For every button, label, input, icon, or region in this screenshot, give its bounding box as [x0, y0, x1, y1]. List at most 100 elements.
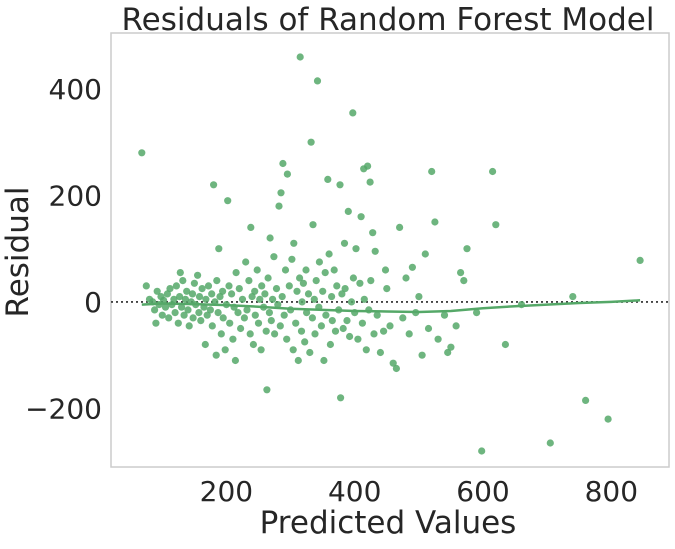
residual-point [188, 290, 197, 298]
residual-point [415, 293, 423, 301]
residual-point [261, 290, 269, 298]
residual-point [229, 335, 237, 343]
residual-point [210, 181, 218, 189]
residual-point [434, 335, 442, 343]
residual-point [376, 348, 384, 357]
residual-point [444, 348, 452, 357]
residual-point [194, 271, 202, 279]
residual-point [247, 223, 255, 231]
residual-point [381, 266, 390, 274]
residual-point [346, 332, 354, 341]
residual-point [138, 149, 146, 157]
residual-point [362, 346, 370, 354]
residual-point [285, 282, 293, 290]
residual-point [320, 356, 328, 365]
residual-point [271, 330, 279, 338]
residual-point [604, 415, 612, 423]
residual-point [325, 250, 333, 258]
residual-point [224, 197, 232, 205]
residual-point [447, 343, 455, 351]
residual-point [212, 351, 220, 359]
residual-point [277, 189, 285, 197]
x-tick-label: 600 [456, 475, 509, 508]
residual-point [184, 306, 192, 314]
residual-point [161, 303, 170, 311]
residual-point [349, 109, 357, 117]
residual-point [172, 282, 180, 290]
residual-point [185, 322, 193, 330]
residual-point [328, 293, 336, 301]
plot-frame [110, 32, 670, 468]
residual-point [389, 359, 397, 367]
residual-point [311, 330, 319, 338]
residual-point [242, 258, 250, 266]
residual-point [304, 290, 313, 298]
residual-point [428, 167, 436, 176]
residual-point [256, 295, 264, 303]
residual-point [246, 330, 254, 338]
residual-point [317, 322, 325, 330]
residual-point [228, 290, 236, 298]
residual-point [366, 178, 374, 186]
residual-point [582, 396, 590, 404]
residual-point [208, 322, 216, 330]
residual-point [296, 53, 304, 61]
residual-point [253, 266, 261, 274]
residual-point [269, 295, 277, 303]
residual-point [336, 181, 344, 189]
residual-point [299, 279, 307, 287]
residual-point [276, 322, 284, 330]
residual-point [360, 295, 368, 303]
residual-point [473, 309, 481, 317]
residual-point [352, 245, 360, 253]
residual-point [174, 319, 182, 327]
residual-point [440, 311, 449, 319]
residual-point [313, 77, 322, 85]
residual-point [337, 394, 345, 402]
x-tick-label: 200 [200, 475, 253, 508]
residual-point [214, 309, 222, 317]
y-tick-label: 400 [49, 73, 102, 106]
residual-point [153, 287, 161, 295]
residual-point [201, 340, 209, 349]
residual-point [331, 327, 340, 335]
residual-point [240, 314, 248, 322]
residual-point [274, 301, 282, 309]
residual-point [265, 309, 273, 317]
residual-point [321, 269, 329, 277]
residual-point [278, 293, 286, 301]
residual-point [258, 282, 266, 290]
residual-point [203, 311, 211, 319]
residual-point [267, 317, 275, 325]
residual-point [294, 356, 302, 365]
residual-point [179, 277, 187, 285]
residual-point [279, 159, 287, 168]
residual-point [272, 285, 281, 293]
residual-point [326, 340, 334, 349]
residual-point [501, 340, 509, 349]
residual-point [307, 138, 315, 146]
residual-point [171, 309, 179, 317]
residual-point [340, 239, 349, 247]
residual-point [296, 274, 304, 282]
residual-point [402, 274, 410, 282]
residual-point [254, 319, 263, 327]
residual-point [386, 322, 394, 330]
residual-point [298, 298, 306, 306]
residual-point [349, 274, 357, 282]
residual-point [405, 330, 413, 338]
residual-point [347, 298, 356, 306]
residual-point [546, 439, 554, 447]
residual-point [492, 221, 500, 229]
y-tick-label: 200 [49, 179, 102, 212]
residual-point [181, 295, 189, 303]
residual-point [343, 317, 351, 325]
residual-point [251, 311, 259, 319]
residual-point [266, 234, 274, 242]
residual-point [399, 314, 407, 322]
x-axis-label: Predicted Values [260, 505, 517, 541]
residual-point [344, 207, 352, 215]
residual-point [275, 202, 283, 210]
